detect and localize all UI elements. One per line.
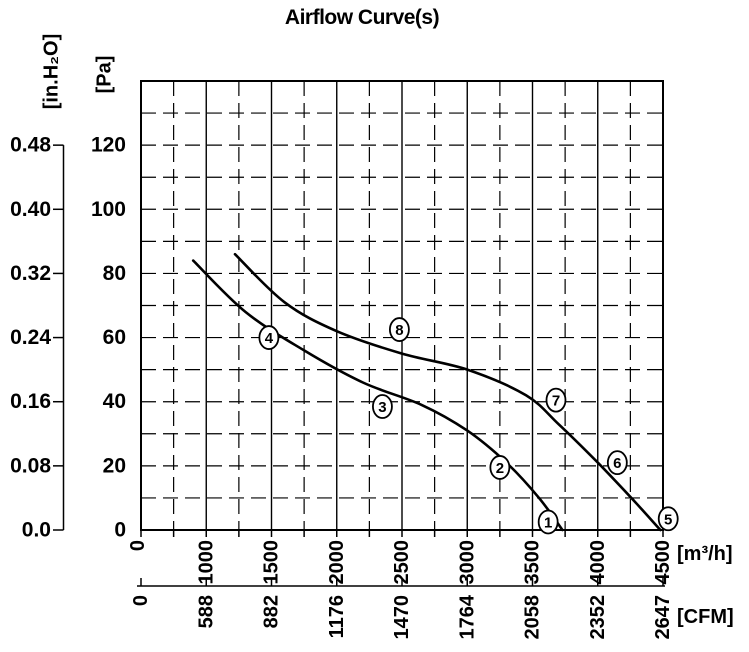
m3h-tick-label: 1000 (195, 540, 217, 585)
inh2o-tick-label: 0.16 (10, 390, 51, 413)
curve-marker-circle-5 (657, 506, 679, 532)
m3h-tick-label: 3000 (456, 540, 478, 585)
fan-curve-models-5-8 (233, 252, 662, 532)
pa-tick-label: 120 (91, 134, 126, 157)
curve-marker-circle-2 (489, 455, 511, 480)
m3h-tick-label: 4000 (587, 540, 609, 585)
curve-marker-circle-8 (388, 317, 410, 342)
cfm-tick-label: 2058 (522, 595, 544, 640)
inh2o-tick-label: 0.48 (10, 134, 51, 157)
curve-marker-circle-6 (606, 450, 628, 476)
m3h-tick-label: 0 (127, 540, 149, 551)
m3h-axis-unit-label: [m³/h] (677, 543, 733, 565)
pa-tick-label: 60 (103, 326, 126, 349)
pa-tick-label: 80 (103, 262, 126, 285)
curve-marker-circle-7 (545, 387, 567, 413)
curve-marker-circle-4 (258, 325, 280, 350)
curve-marker-label-6: 6 (613, 455, 621, 472)
cfm-tick-label: 1764 (456, 594, 478, 639)
m3h-tick-label: 1500 (261, 540, 283, 585)
m3h-tick-label: 3500 (522, 540, 544, 585)
chart-title: Airflow Curve(s) (284, 6, 440, 29)
cfm-tick-label: 882 (261, 595, 283, 628)
cfm-tick-label: 0 (130, 595, 152, 606)
pa-tick-label: 0 (114, 519, 126, 542)
pa-tick-label: 100 (91, 198, 126, 221)
m3h-tick-label: 2500 (391, 540, 413, 585)
m3h-tick-label: 2000 (326, 540, 348, 585)
inh2o-tick-label: 0.24 (10, 326, 51, 349)
cfm-tick-label: 2647 (652, 595, 674, 640)
curve-marker-label-8: 8 (395, 322, 403, 339)
inh2o-tick-label: 0.32 (10, 262, 51, 285)
curve-marker-circle-3 (372, 394, 393, 419)
inh2o-tick-label: 0.08 (10, 454, 51, 477)
cfm-tick-label: 588 (195, 595, 217, 628)
cfm-tick-label: 2352 (587, 595, 609, 640)
curve-marker-label-1: 1 (544, 514, 552, 531)
curve-marker-circle-1 (537, 509, 559, 535)
cfm-tick-label: 1470 (391, 595, 413, 640)
pa-tick-label: 40 (103, 390, 126, 413)
curve-marker-label-3: 3 (378, 399, 386, 416)
m3h-tick-label: 4500 (652, 540, 674, 585)
cfm-tick-label: 1176 (326, 595, 348, 638)
inh2o-axis-unit-label: [in.H₂O] (40, 33, 63, 110)
pa-axis-unit-label: [Pa] (93, 55, 116, 94)
curve-marker-label-7: 7 (552, 393, 560, 410)
curve-marker-label-5: 5 (664, 511, 672, 528)
pa-tick-label: 20 (103, 454, 126, 477)
curve-marker-label-4: 4 (265, 330, 274, 347)
inh2o-tick-label: 0.0 (22, 519, 51, 542)
inh2o-tick-label: 0.40 (10, 198, 51, 221)
curve-marker-label-2: 2 (496, 460, 504, 477)
cfm-axis-unit-label: [CFM] (677, 606, 734, 628)
fan-curve-models-1-4 (191, 259, 564, 532)
